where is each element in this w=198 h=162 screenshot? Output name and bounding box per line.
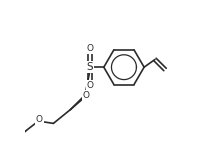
Text: O: O (83, 91, 89, 100)
Text: S: S (87, 62, 93, 72)
Text: O: O (36, 115, 43, 124)
Text: O: O (86, 44, 93, 53)
Text: O: O (86, 81, 93, 90)
